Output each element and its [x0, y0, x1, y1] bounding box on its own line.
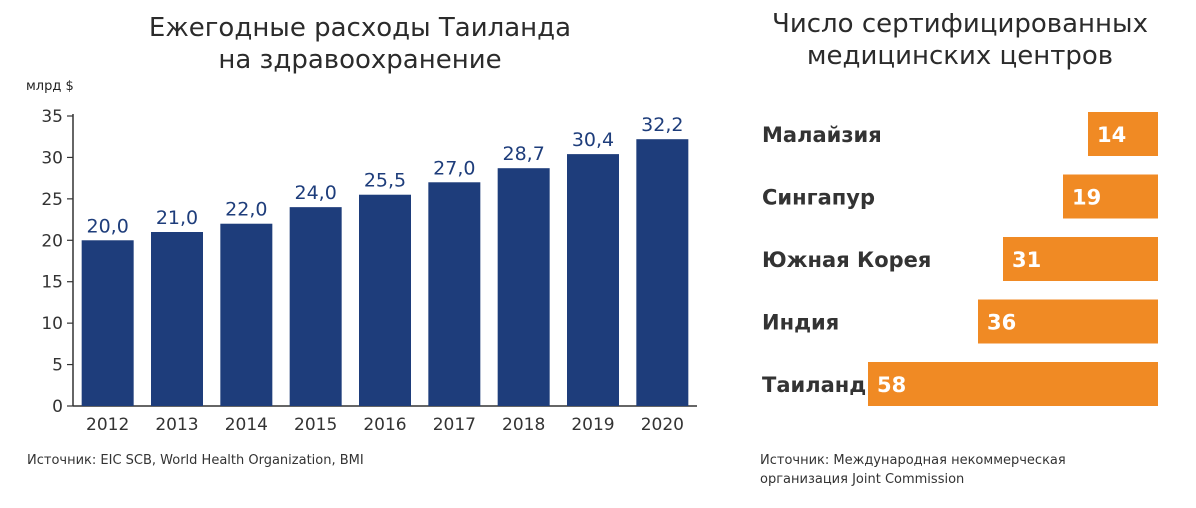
hbar — [1003, 237, 1158, 281]
x-tick-label: 2018 — [502, 415, 545, 435]
centers-source-line2: организация Joint Commission — [760, 472, 965, 487]
y-tick-label: 15 — [41, 273, 63, 293]
spending-source-note: Источник: EIC SCB, World Health Organiza… — [27, 453, 364, 468]
hbar — [978, 299, 1158, 344]
x-tick-label: 2019 — [571, 415, 614, 435]
y-tick-label: 10 — [41, 314, 63, 334]
bar-value-label: 20,0 — [87, 215, 129, 237]
hbar-value-label: 19 — [1072, 186, 1101, 210]
bar — [220, 223, 273, 406]
y-tick-label: 35 — [41, 107, 63, 127]
centers-chart-title: Число сертифицированных медицинских цент… — [740, 8, 1180, 72]
centers-title-line1: Число сертифицированных — [772, 9, 1148, 39]
bar — [428, 182, 481, 406]
centers-bar-chart: Малайзия 14 Сингапур 19 Южная Корея 31 Индия 36… — [762, 112, 1158, 406]
x-tick-label: 2014 — [225, 415, 268, 435]
centers-title-line2: медицинских центров — [806, 41, 1114, 71]
centers-source-note: Источник: Международная некоммерческая о… — [760, 451, 1190, 489]
spending-chart-panel: Ежегодные расходы Таиланда на здравоохра… — [26, 12, 697, 468]
bar-value-label: 21,0 — [156, 207, 198, 229]
country-label: Сингапур — [762, 186, 875, 210]
spending-bar-chart: 0 5 10 15 20 25 30 35 20,0 2012 21,0 2013 22,0 2014 24… — [41, 107, 697, 435]
bar — [359, 194, 411, 406]
x-tick-label: 2016 — [363, 415, 406, 435]
x-tick-label: 2013 — [155, 415, 198, 435]
spending-chart-title: Ежегодные расходы Таиланда на здравоохра… — [120, 12, 600, 76]
country-label: Южная Корея — [762, 248, 931, 272]
bar-value-label: 25,5 — [364, 170, 406, 192]
country-label: Индия — [762, 311, 839, 335]
y-tick-label: 0 — [52, 397, 63, 417]
bar — [151, 232, 203, 406]
spending-title-line1: Ежегодные расходы Таиланда — [148, 13, 572, 43]
hbar-value-label: 31 — [1012, 248, 1041, 272]
bar — [81, 240, 134, 406]
country-label: Таиланд — [762, 373, 866, 397]
x-tick-label: 2012 — [86, 415, 129, 435]
hbar — [1088, 112, 1158, 156]
hbar-value-label: 36 — [987, 311, 1016, 335]
centers-source-line1: Источник: Международная некоммерческая — [760, 453, 1066, 468]
y-axis-unit-label: млрд $ — [26, 79, 74, 94]
y-tick-label: 30 — [41, 148, 63, 168]
bar — [636, 139, 689, 406]
bar-value-label: 22,0 — [225, 199, 267, 221]
spending-title-line2: на здравоохранение — [218, 45, 502, 75]
bar — [567, 154, 619, 406]
x-tick-label: 2015 — [294, 415, 337, 435]
bar-value-label: 32,2 — [641, 114, 683, 136]
hbar — [1063, 174, 1158, 219]
centers-chart-panel: Число сертифицированных медицинских цент… — [720, 0, 1196, 508]
hbar-value-label: 58 — [877, 373, 906, 397]
hbar-value-label: 14 — [1097, 123, 1126, 147]
y-tick-label: 5 — [52, 356, 63, 376]
country-label: Малайзия — [762, 123, 882, 147]
y-tick-label: 25 — [41, 190, 63, 210]
bar-value-label: 24,0 — [295, 182, 337, 204]
y-tick-label: 20 — [41, 231, 63, 251]
x-tick-label: 2017 — [433, 415, 476, 435]
bar-value-label: 28,7 — [503, 143, 545, 165]
bar-value-label: 30,4 — [572, 129, 614, 151]
hbar — [868, 362, 1158, 406]
bar-value-label: 27,0 — [433, 157, 475, 179]
bar — [289, 207, 342, 406]
bar — [497, 168, 550, 406]
x-tick-label: 2020 — [641, 415, 684, 435]
